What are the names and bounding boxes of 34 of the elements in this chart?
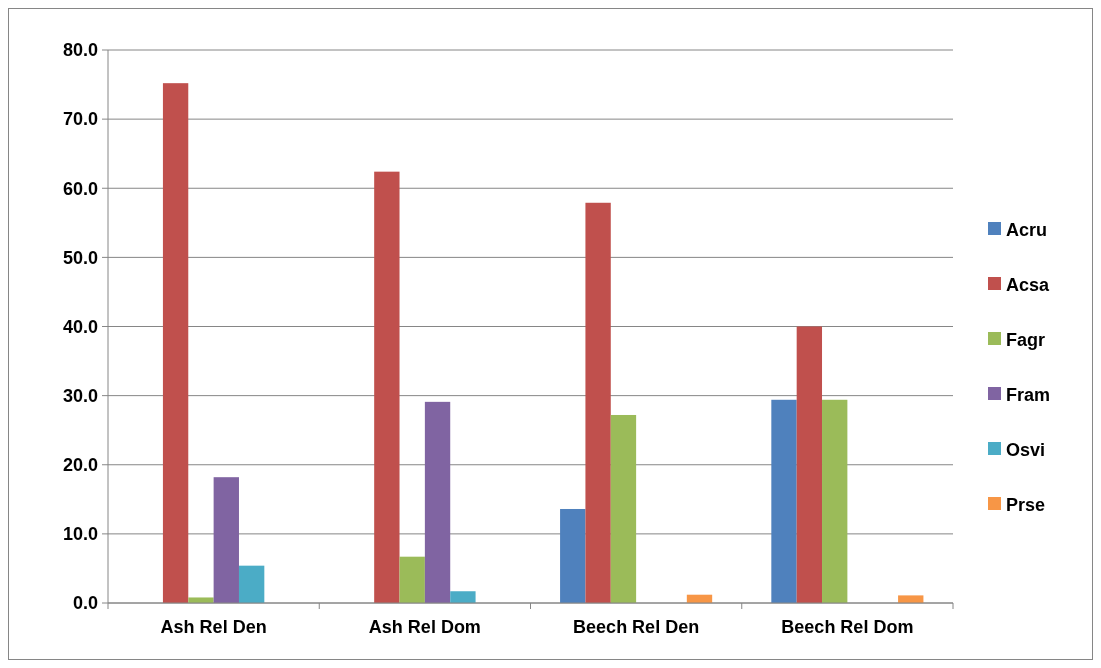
y-tick-label: 30.0: [62, 385, 98, 406]
bar: [238, 565, 265, 603]
bar: [213, 477, 239, 603]
x-tick-label: Beech Rel Den: [573, 617, 700, 637]
bar: [771, 399, 797, 603]
y-tick-label: 20.0: [62, 455, 98, 476]
legend-label: Osvi: [1006, 440, 1046, 461]
y-tick-label: 60.0: [62, 178, 98, 199]
legend-label: Prse: [1006, 495, 1046, 516]
x-tick-label: Beech Rel Dom: [781, 617, 914, 637]
bar: [898, 595, 924, 603]
legend-label: Acsa: [1006, 275, 1051, 296]
bar: [162, 83, 189, 603]
y-tick-label: 80.0: [62, 40, 98, 61]
x-tick-label: Ash Rel Dom: [368, 617, 481, 637]
bar: [560, 508, 586, 603]
y-tick-label: 40.0: [62, 316, 98, 337]
bar: [374, 171, 400, 603]
bar: [188, 597, 214, 603]
y-tick-label: 50.0: [62, 247, 98, 268]
y-tick-label: 0.0: [72, 593, 98, 614]
bar: [399, 556, 425, 603]
y-tick-label: 70.0: [62, 109, 98, 130]
bar: [585, 202, 611, 603]
legend-label: Fram: [1006, 385, 1051, 406]
bar: [424, 401, 451, 603]
bar: [796, 326, 823, 603]
legend-label: Acru: [1006, 220, 1048, 241]
legend-label: Fagr: [1006, 330, 1046, 351]
bar: [450, 591, 476, 603]
y-tick-label: 10.0: [62, 524, 98, 545]
bar: [822, 399, 848, 603]
x-tick-label: Ash Rel Den: [160, 617, 267, 637]
bar: [610, 414, 637, 603]
